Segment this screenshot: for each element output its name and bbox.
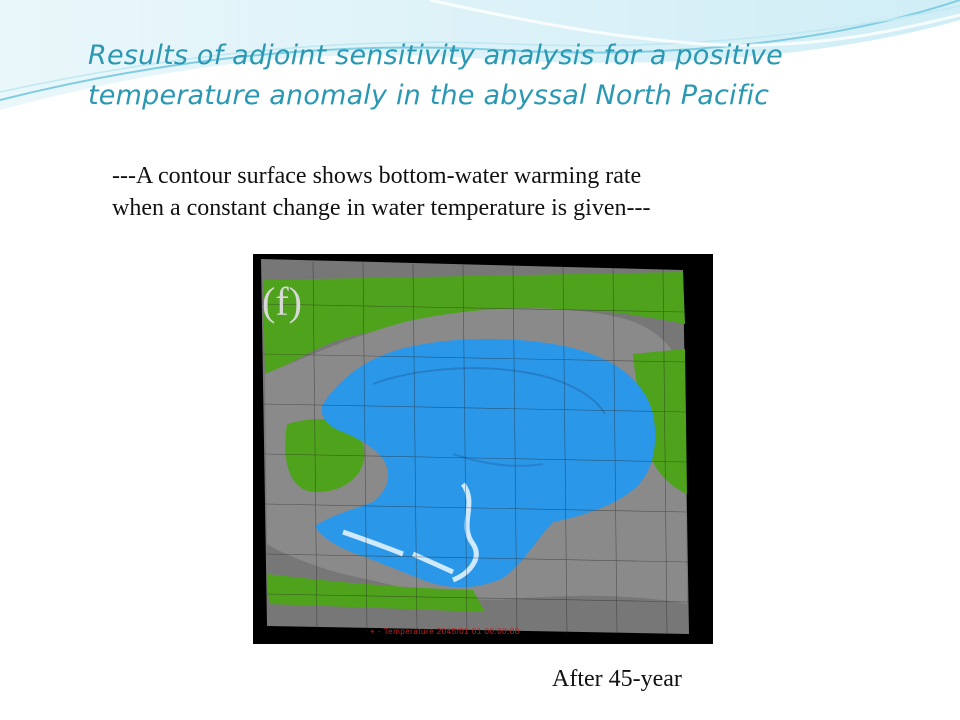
slide-title-line-1: Results of adjoint sensitivity analysis … xyxy=(88,40,783,71)
slide-subtitle: ---A contour surface shows bottom-water … xyxy=(112,160,832,224)
slide-subtitle-line-2: when a constant change in water temperat… xyxy=(112,195,651,221)
slide-title-line-2: temperature anomaly in the abyssal North… xyxy=(88,80,770,111)
flow-arrow-west xyxy=(342,529,404,557)
contour-surface-image xyxy=(261,259,689,635)
slide-subtitle-line-1: ---A contour surface shows bottom-water … xyxy=(112,163,642,189)
figure-caption: After 45-year xyxy=(552,666,682,692)
panel-label: (f) xyxy=(262,279,302,324)
slide-title: Results of adjoint sensitivity analysis … xyxy=(88,36,888,116)
land-north xyxy=(263,272,685,374)
land-east xyxy=(633,349,687,494)
land-south xyxy=(267,574,485,612)
land-southwest xyxy=(285,419,365,493)
figure-footer-text: + - Temperature 2045/01 01 00:00:00 xyxy=(370,627,520,636)
map-grid xyxy=(261,261,689,635)
sensitivity-figure xyxy=(253,254,713,644)
